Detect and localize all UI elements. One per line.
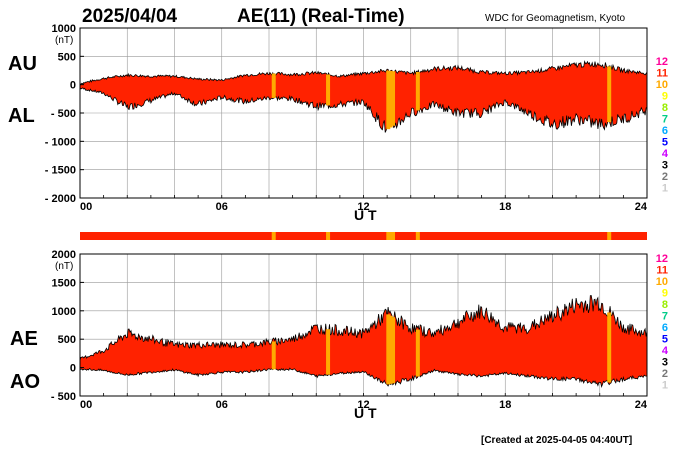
legend-level-3: 3 [662, 357, 668, 369]
activity-highlight-strip [415, 71, 420, 111]
activity-highlight-strip [607, 312, 612, 383]
x-axis-label-lower: U T [354, 405, 377, 421]
legend-level-9: 9 [662, 288, 668, 300]
activity-bar-highlight [386, 232, 391, 240]
legend-level-11: 11 [656, 68, 668, 80]
x-tick-label: 24 [635, 201, 648, 213]
au-al-plot: 1000 500 0 - 500 - 1000 - 1500 - 2000 00 06 12 18 2… [45, 23, 648, 213]
y-tick-label: 500 [58, 51, 76, 63]
legend-level-1: 1 [662, 380, 668, 392]
legend-level-6: 6 [662, 125, 668, 137]
created-timestamp: [Created at 2025-04-05 04:40UT] [481, 435, 632, 446]
legend-level-6: 6 [662, 322, 668, 334]
activity-highlight-strip [386, 70, 391, 130]
activity-highlight-strip [391, 317, 396, 384]
activity-bar-highlight [326, 232, 331, 240]
y-tick-label: 0 [70, 80, 76, 92]
legend-level-7: 7 [662, 114, 668, 126]
activity-highlight-strip [388, 315, 393, 384]
au-al-plot-frame [79, 27, 648, 199]
ae-ao-plot-frame [79, 253, 648, 397]
ao-label: AO [10, 371, 40, 393]
activity-highlight-strip [415, 329, 420, 377]
legend-level-5: 5 [662, 137, 668, 149]
activity-bar-highlight [388, 232, 393, 240]
activity-bar-highlight [607, 232, 612, 240]
legend-level-12: 12 [656, 253, 668, 265]
activity-bar-highlight [391, 232, 396, 240]
unit-label-upper: (nT) [55, 35, 73, 46]
legend-level-4: 4 [662, 345, 669, 357]
y-tick-label: - 1000 [45, 136, 76, 148]
activity-highlight-strip [391, 71, 396, 126]
y-tick-label: 1000 [52, 23, 76, 35]
unit-label-lower: (nT) [55, 261, 73, 272]
y-tick-label: - 500 [51, 108, 76, 120]
y-tick-label: - 500 [51, 391, 76, 403]
activity-highlight-strip [386, 314, 391, 385]
x-tick-label: 00 [80, 399, 92, 411]
legend-level-2: 2 [662, 368, 668, 380]
x-tick-label: 18 [499, 399, 511, 411]
legend-level-9: 9 [662, 91, 668, 103]
activity-highlight-strip [388, 70, 393, 128]
y-tick-label: 2000 [52, 249, 76, 261]
au-label: AU [8, 53, 37, 75]
legend-level-12: 12 [656, 56, 668, 68]
x-axis-label-upper: U T [354, 207, 377, 223]
activity-bar-base [80, 232, 647, 240]
legend-level-2: 2 [662, 171, 668, 183]
activity-highlight-strip [326, 329, 331, 375]
date-label: 2025/04/04 [82, 6, 178, 27]
activity-bar [80, 232, 647, 240]
x-tick-label: 06 [216, 201, 228, 213]
legend-level-3: 3 [662, 160, 668, 172]
y-tick-label: 1500 [52, 277, 76, 289]
ae-ao-plot: 2000 1500 1000 500 0 - 500 00 06 12 18 24 [51, 249, 648, 411]
y-tick-label: - 2000 [45, 193, 76, 205]
y-tick-label: 1000 [52, 306, 76, 318]
source-label: WDC for Geomagnetism, Kyoto [485, 13, 625, 24]
activity-highlight-strip [271, 73, 276, 98]
x-tick-label: 00 [80, 201, 92, 213]
x-tick-label: 12 [357, 201, 369, 213]
ae-label: AE [10, 328, 38, 350]
legend-level-10: 10 [656, 79, 668, 91]
legend-level-5: 5 [662, 334, 668, 346]
activity-bar-highlight [271, 232, 276, 240]
legend-level-1: 1 [662, 183, 668, 195]
y-tick-label: 0 [70, 363, 76, 375]
al-label: AL [8, 105, 35, 127]
x-tick-label: 06 [216, 399, 228, 411]
y-tick-label: - 1500 [45, 165, 76, 177]
legend-level-8: 8 [662, 299, 668, 311]
activity-highlight-strip [607, 66, 612, 123]
activity-bar-highlight [415, 232, 420, 240]
legend-level-7: 7 [662, 311, 668, 323]
legend-level-4: 4 [662, 148, 669, 160]
x-tick-label: 18 [499, 201, 511, 213]
chart-title: AE(11) (Real-Time) [237, 6, 405, 27]
legend-level-11: 11 [656, 265, 668, 277]
y-tick-label: 500 [58, 334, 76, 346]
x-tick-label: 24 [635, 399, 648, 411]
x-tick-label: 12 [357, 399, 369, 411]
legend-level-8: 8 [662, 102, 668, 114]
activity-highlight-strip [326, 74, 331, 106]
legend-level-10: 10 [656, 276, 668, 288]
activity-highlight-strip [271, 341, 276, 370]
